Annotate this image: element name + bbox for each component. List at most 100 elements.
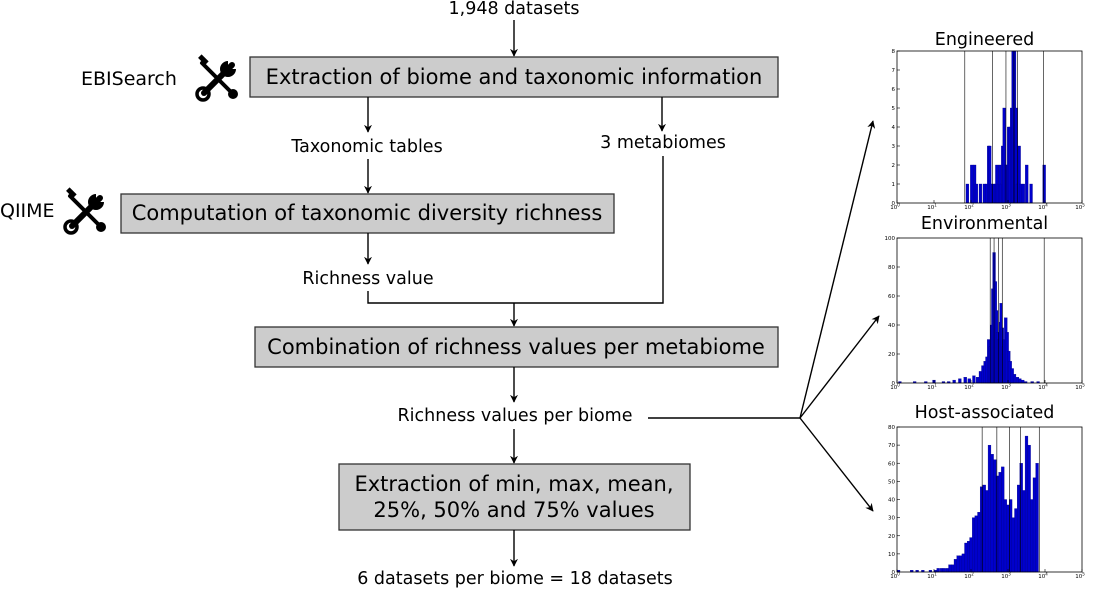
label-taxonomic-tables: Taxonomic tables (290, 137, 442, 157)
x-tick-label: 100 (890, 572, 900, 581)
histogram-bar (1032, 477, 1036, 573)
histogram-bar (982, 183, 986, 204)
histogram-bar (936, 568, 940, 573)
histogram-frame (896, 237, 1083, 384)
histogram-bar (993, 459, 997, 573)
histogram-bar (1030, 499, 1034, 573)
label-richness-value: Richness value (302, 269, 433, 289)
x-tick-label: 104 (1038, 203, 1048, 212)
y-tick-label: 8 (892, 49, 896, 55)
histogram-bar (948, 564, 952, 573)
y-tick-label: 10 (888, 552, 895, 558)
connector-richness-merge (367, 291, 514, 304)
histogram-bar (990, 454, 994, 573)
histogram-title-host-associated: Host-associated (915, 403, 1055, 423)
histogram-bar (953, 559, 958, 573)
x-tick-label: 101 (927, 203, 937, 212)
qiime-label: QIIME (0, 200, 55, 222)
histogram-bar (995, 475, 1000, 573)
x-tick-label: 100 (890, 203, 900, 212)
y-tick-label: 50 (888, 479, 895, 485)
ebisearch-label: EBISearch (81, 68, 177, 90)
histogram-bar (977, 512, 981, 573)
y-tick-label: 70 (888, 443, 895, 449)
box-extract-label: Extraction of biome and taxonomic inform… (266, 65, 763, 89)
connector-metabiomes-merge (514, 156, 664, 304)
histogram-bar (1006, 504, 1010, 573)
histogram-bar (1025, 164, 1029, 204)
histogram-bar (952, 379, 956, 384)
histogram-bar (1017, 484, 1021, 573)
y-tick-label: 2 (892, 163, 896, 169)
x-tick-label: 101 (927, 572, 937, 581)
y-tick-label: 60 (888, 461, 895, 467)
histogram-bar (1022, 490, 1026, 573)
histogram-bar (942, 568, 946, 573)
y-tick-label: 20 (888, 352, 895, 358)
histogram-bar (970, 164, 974, 204)
histogram-bar (939, 568, 944, 573)
y-tick-label: 1 (892, 182, 896, 188)
x-tick-label: 102 (964, 203, 974, 212)
arrow-fan-engineered (799, 120, 876, 419)
histogram-bar (965, 183, 969, 204)
box-stats-line1: Extraction of min, max, mean, (354, 472, 673, 496)
histogram-bar (945, 568, 949, 573)
histogram-bar (1012, 374, 1017, 384)
histogram-bar (998, 472, 1002, 573)
y-tick-label: 3 (892, 144, 896, 150)
histogram-bar (1035, 463, 1039, 573)
box-compute-label: Computation of taxonomic diversity richn… (132, 201, 603, 225)
y-tick-label: 100 (885, 236, 896, 242)
y-tick-label: 80 (888, 425, 895, 431)
x-tick-label: 104 (1038, 383, 1048, 392)
histogram-bar (1011, 517, 1015, 573)
box-extract-stats: Extraction of min, max, mean, 25%, 50% a… (338, 463, 691, 531)
y-tick-label: 60 (888, 294, 895, 300)
histogram-bar (964, 542, 968, 573)
histogram-bar (1029, 183, 1033, 204)
histogram-bar (974, 183, 978, 204)
box-compute-richness: Computation of taxonomic diversity richn… (120, 193, 615, 234)
y-tick-label: 40 (888, 323, 895, 329)
input-label: 1,948 datasets (449, 0, 580, 19)
histogram-bar (1019, 183, 1023, 204)
arrow-fan-host-associated (799, 417, 874, 512)
histogram-title-environmental: Environmental (921, 214, 1048, 234)
histogram-bar (1001, 466, 1005, 573)
x-tick-label: 105 (1075, 383, 1085, 392)
y-tick-label: 0 (892, 201, 896, 207)
y-tick-label: 4 (892, 125, 896, 131)
histogram-bar (972, 517, 976, 573)
histogram-bar (956, 555, 960, 573)
histogram-engineered: Engineered 0 1 2 3 4 5 6 7 8 100 101 102 103 104 105 (890, 30, 1085, 211)
y-tick-label: 5 (892, 106, 896, 112)
histogram-bar (985, 490, 989, 573)
box-extract-biome-taxonomy: Extraction of biome and taxonomic inform… (249, 56, 779, 98)
histogram-bar (1021, 183, 1025, 204)
y-tick-label: 40 (888, 498, 895, 504)
histogram-bar (961, 553, 965, 573)
histogram-bar (974, 515, 978, 573)
histogram-bar (975, 377, 980, 384)
x-tick-label: 103 (1001, 383, 1011, 392)
box-stats-line2: 25%, 50% and 75% values (373, 498, 654, 522)
histogram-bar (1019, 463, 1023, 573)
x-tick-label: 104 (1038, 572, 1048, 581)
x-tick-label: 103 (1001, 203, 1011, 212)
histogram-environmental: Environmental 0 20 40 60 80 100 100 101 102 103 104… (885, 214, 1086, 391)
histogram-bar (1042, 164, 1046, 204)
y-tick-label: 6 (892, 87, 896, 93)
y-tick-label: 7 (892, 68, 896, 74)
tools-icon (195, 54, 238, 102)
box-combine-richness: Combination of richness values per metab… (254, 326, 779, 368)
histogram-bar (987, 444, 992, 573)
x-tick-label: 105 (1075, 203, 1085, 212)
output-label: 6 datasets per biome = 18 datasets (357, 569, 673, 589)
y-tick-label: 0 (892, 381, 896, 387)
histogram-bar (1024, 435, 1029, 573)
y-tick-label: 80 (888, 265, 895, 271)
histogram-bar (963, 377, 967, 384)
x-tick-label: 102 (964, 383, 974, 392)
